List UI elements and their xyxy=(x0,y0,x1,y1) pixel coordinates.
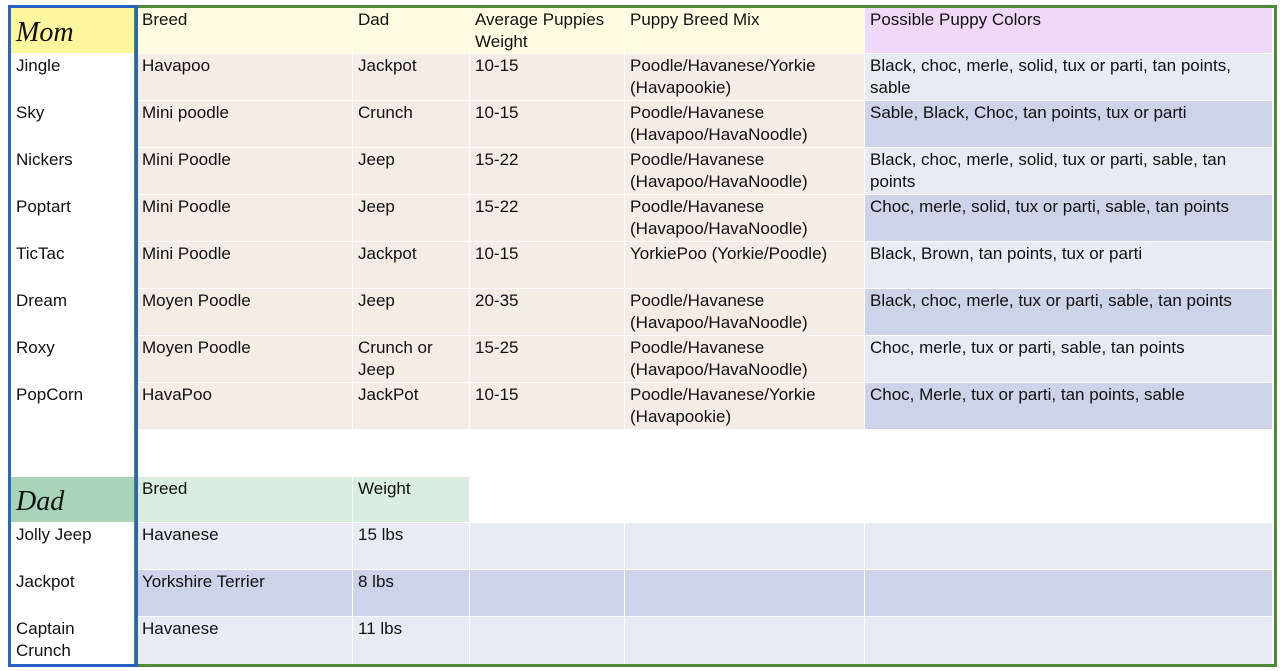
table-cell: Havanese xyxy=(137,523,353,570)
table-cell: Mini Poodle xyxy=(137,195,353,242)
row-name: TicTac xyxy=(11,242,137,289)
column-header: Breed xyxy=(137,477,353,523)
table-cell: 10-15 xyxy=(470,242,625,289)
column-header: Breed xyxy=(137,8,353,54)
empty-cell xyxy=(625,523,865,570)
table-cell: Havapoo xyxy=(137,54,353,101)
empty-cell xyxy=(470,570,625,617)
column-header: Possible Puppy Colors xyxy=(865,8,1273,54)
table-cell: 15 lbs xyxy=(353,523,470,570)
table-cell: Moyen Poodle xyxy=(137,336,353,383)
table-cell: 15-25 xyxy=(470,336,625,383)
column-header: Average Puppies Weight xyxy=(470,8,625,54)
row-name: PopCorn xyxy=(11,383,137,430)
section-title: Mom xyxy=(11,8,137,54)
table-cell: Yorkshire Terrier xyxy=(137,570,353,617)
section-title: Dad xyxy=(11,477,137,523)
table-cell: Jackpot xyxy=(353,54,470,101)
table-cell: Crunch or Jeep xyxy=(353,336,470,383)
table-cell: Poodle/Havanese (Havapoo/HavaNoodle) xyxy=(625,289,865,336)
table-cell: 10-15 xyxy=(470,383,625,430)
empty-cell xyxy=(865,523,1273,570)
table-cell: Mini Poodle xyxy=(137,242,353,289)
table-cell: Jackpot xyxy=(353,242,470,289)
table-cell: Sable, Black, Choc, tan points, tux or p… xyxy=(865,101,1273,148)
table-cell: Poodle/Havanese (Havapoo/HavaNoodle) xyxy=(625,148,865,195)
row-name: Dream xyxy=(11,289,137,336)
table-cell: Choc, Merle, tux or parti, tan points, s… xyxy=(865,383,1273,430)
row-name: Captain Crunch xyxy=(11,617,137,665)
table-cell: Jeep xyxy=(353,289,470,336)
table-cell: Crunch xyxy=(353,101,470,148)
table-cell: Black, choc, merle, tux or parti, sable,… xyxy=(865,289,1273,336)
table-cell: 8 lbs xyxy=(353,570,470,617)
empty-cell xyxy=(625,570,865,617)
table-cell: Moyen Poodle xyxy=(137,289,353,336)
table-cell: HavaPoo xyxy=(137,383,353,430)
table-cell: Mini Poodle xyxy=(137,148,353,195)
table-cell: JackPot xyxy=(353,383,470,430)
row-name: Jingle xyxy=(11,54,137,101)
table-cell: 15-22 xyxy=(470,195,625,242)
table-cell: 11 lbs xyxy=(353,617,470,665)
table-cell: 10-15 xyxy=(470,54,625,101)
row-name: Jolly Jeep xyxy=(11,523,137,570)
table-cell: Havanese xyxy=(137,617,353,665)
table-cell: 20-35 xyxy=(470,289,625,336)
row-name: Sky xyxy=(11,101,137,148)
table-cell: Choc, merle, solid, tux or parti, sable,… xyxy=(865,195,1273,242)
table-cell: Poodle/Havanese (Havapoo/HavaNoodle) xyxy=(625,101,865,148)
empty-cell xyxy=(865,617,1273,665)
table-cell: Black, choc, merle, solid, tux or parti,… xyxy=(865,54,1273,101)
empty-cell xyxy=(625,617,865,665)
column-header: Puppy Breed Mix xyxy=(625,8,865,54)
table-cell: Poodle/Havanese (Havapoo/HavaNoodle) xyxy=(625,195,865,242)
table-cell: Black, choc, merle, solid, tux or parti,… xyxy=(865,148,1273,195)
table-cell: 15-22 xyxy=(470,148,625,195)
table-cell: YorkiePoo (Yorkie/Poodle) xyxy=(625,242,865,289)
table-cell: Poodle/Havanese (Havapoo/HavaNoodle) xyxy=(625,336,865,383)
table-cell: Jeep xyxy=(353,148,470,195)
row-name: Poptart xyxy=(11,195,137,242)
empty-cell xyxy=(865,570,1273,617)
row-name: Nickers xyxy=(11,148,137,195)
empty-cell xyxy=(470,617,625,665)
table-cell: Jeep xyxy=(353,195,470,242)
column-header: Weight xyxy=(353,477,470,523)
empty-cell xyxy=(470,523,625,570)
row-name: Jackpot xyxy=(11,570,137,617)
table-cell: Poodle/Havanese/Yorkie (Havapookie) xyxy=(625,54,865,101)
table-cell: 10-15 xyxy=(470,101,625,148)
table-cell: Poodle/Havanese/Yorkie (Havapookie) xyxy=(625,383,865,430)
row-name: Roxy xyxy=(11,336,137,383)
column-header: Dad xyxy=(353,8,470,54)
table-cell: Black, Brown, tan points, tux or parti xyxy=(865,242,1273,289)
table-cell: Mini poodle xyxy=(137,101,353,148)
table-cell: Choc, merle, tux or parti, sable, tan po… xyxy=(865,336,1273,383)
